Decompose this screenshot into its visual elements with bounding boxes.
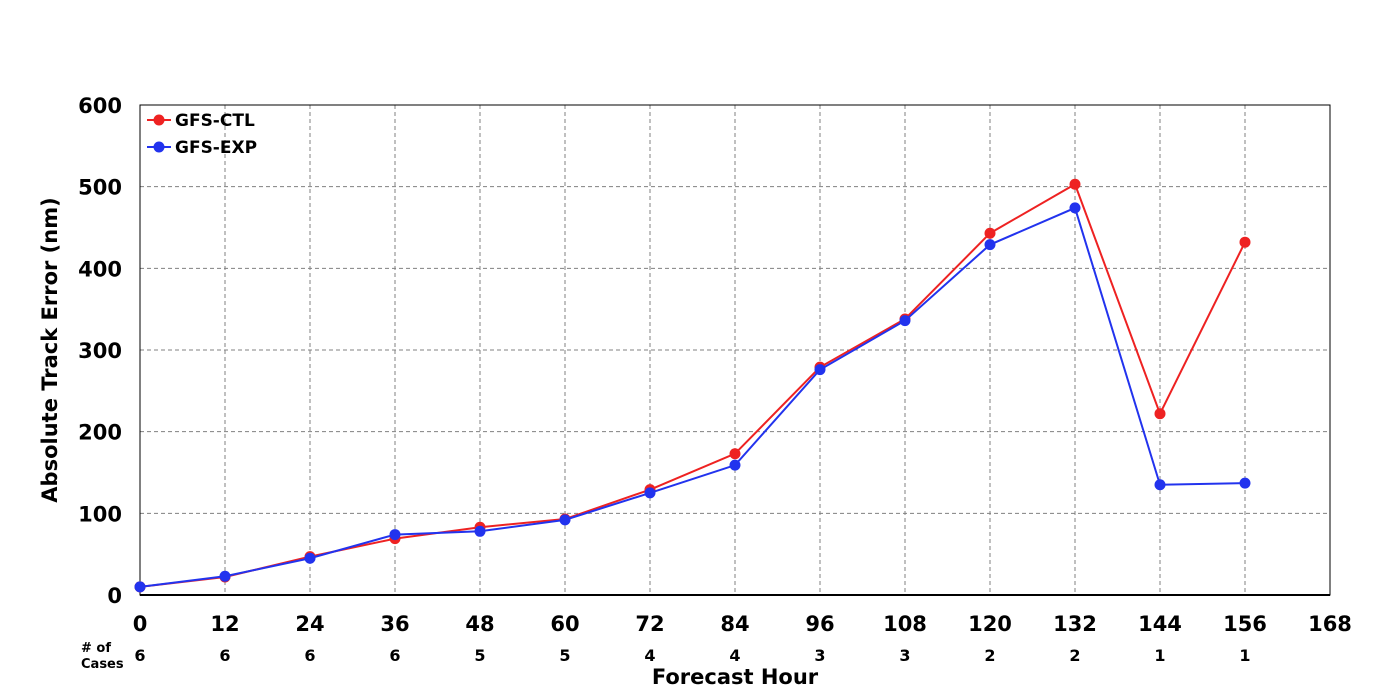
- data-point: [559, 514, 571, 526]
- legend-item: GFS-CTL: [147, 111, 255, 131]
- data-point: [984, 227, 996, 239]
- x-tick-label: 96: [805, 612, 834, 636]
- y-tick-label: 600: [78, 94, 122, 118]
- data-point: [1239, 477, 1251, 489]
- cases-row: # of Cases 6 6 6 6 5 5 4 4 3 3 2 2 1 1: [81, 641, 1251, 672]
- x-tick-label: 144: [1138, 612, 1182, 636]
- cases-heading: # of Cases: [81, 641, 124, 672]
- legend-item: GFS-EXP: [147, 138, 257, 158]
- data-point: [474, 525, 486, 537]
- x-tick-label: 120: [968, 612, 1012, 636]
- x-tick-label: 48: [465, 612, 494, 636]
- data-point: [1239, 236, 1251, 248]
- data-point: [814, 364, 826, 376]
- cases-heading-line: # of: [81, 641, 111, 656]
- case-count-label: 1: [1239, 646, 1250, 665]
- y-axis-ticks: 0 100 200 300 400 500 600: [78, 94, 122, 608]
- x-tick-label: 84: [720, 612, 749, 636]
- series-line: [139, 206, 1246, 588]
- data-point: [389, 529, 401, 541]
- case-count-label: 6: [304, 646, 315, 665]
- case-count-label: 5: [559, 646, 570, 665]
- case-count-label: 6: [134, 646, 145, 665]
- y-tick-label: 500: [78, 176, 122, 200]
- case-count-label: 3: [899, 646, 910, 665]
- data-point: [1069, 202, 1081, 214]
- series-line: [139, 182, 1246, 588]
- x-tick-label: 156: [1223, 612, 1267, 636]
- data-point: [729, 448, 741, 460]
- data-point: [729, 459, 741, 471]
- series-gfs-ctl: [134, 178, 1251, 593]
- x-tick-label: 168: [1308, 612, 1352, 636]
- x-tick-label: 24: [295, 612, 324, 636]
- data-point: [304, 552, 316, 564]
- cases-heading-line: Cases: [81, 657, 124, 672]
- case-count-label: 4: [729, 646, 740, 665]
- x-tick-label: 108: [883, 612, 927, 636]
- x-tick-label: 36: [380, 612, 409, 636]
- y-tick-label: 200: [78, 421, 122, 445]
- series-group: [134, 178, 1251, 593]
- data-point: [984, 239, 996, 251]
- legend-label: GFS-EXP: [175, 138, 257, 158]
- grid: [140, 105, 1330, 595]
- x-tick-label: 72: [635, 612, 664, 636]
- legend-label: GFS-CTL: [175, 111, 255, 131]
- data-point: [134, 581, 146, 593]
- legend-marker: [153, 114, 165, 126]
- x-tick-label: 0: [133, 612, 148, 636]
- case-count-label: 6: [219, 646, 230, 665]
- case-count-label: 2: [984, 646, 995, 665]
- case-count-label: 4: [644, 646, 655, 665]
- x-axis-ticks: 0 12 24 36 48 60 72 84 96 108 120 132 144 156 168: [133, 612, 1352, 636]
- data-point: [1154, 479, 1166, 491]
- case-count-label: 6: [389, 646, 400, 665]
- x-tick-label: 60: [550, 612, 579, 636]
- legend-marker: [153, 141, 165, 153]
- x-tick-label: 132: [1053, 612, 1097, 636]
- y-tick-label: 400: [78, 257, 122, 281]
- x-axis-title: Forecast Hour: [652, 665, 819, 689]
- x-tick-label: 12: [210, 612, 239, 636]
- case-count-label: 1: [1154, 646, 1165, 665]
- data-point: [644, 487, 656, 499]
- y-tick-label: 100: [78, 502, 122, 526]
- data-point: [1069, 178, 1081, 190]
- data-point: [1154, 408, 1166, 420]
- case-count-label: 5: [474, 646, 485, 665]
- case-count-label: 3: [814, 646, 825, 665]
- y-tick-label: 0: [107, 584, 122, 608]
- legend: GFS-CTL GFS-EXP: [147, 111, 257, 158]
- y-axis-title: Absolute Track Error (nm): [38, 197, 62, 502]
- y-tick-label: 300: [78, 339, 122, 363]
- data-point: [219, 570, 231, 582]
- case-count-label: 2: [1069, 646, 1080, 665]
- series-gfs-exp: [134, 202, 1251, 593]
- data-point: [899, 315, 911, 327]
